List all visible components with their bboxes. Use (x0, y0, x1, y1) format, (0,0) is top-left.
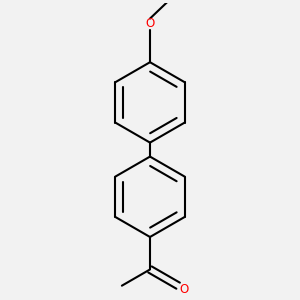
Text: O: O (146, 17, 154, 30)
Text: O: O (180, 283, 189, 296)
